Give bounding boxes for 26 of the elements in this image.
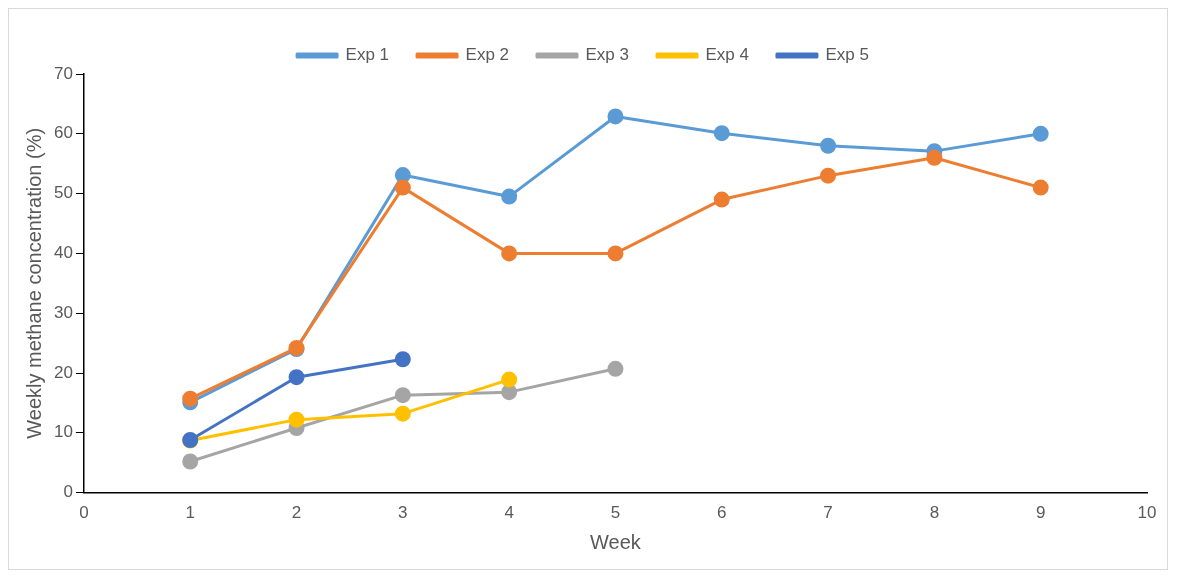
legend-label: Exp 4 <box>705 45 749 65</box>
y-tick-label: 0 <box>63 482 73 502</box>
y-tick-label: 40 <box>53 243 73 263</box>
x-tick-label: 3 <box>398 503 408 523</box>
y-tick-label: 30 <box>53 302 73 322</box>
x-tick-label: 4 <box>504 503 514 523</box>
legend-label: Exp 3 <box>585 45 629 65</box>
x-tick-label: 8 <box>929 503 940 523</box>
x-tick-label: 1 <box>185 503 195 523</box>
y-tick-label: 70 <box>53 63 73 83</box>
x-tick-label: 9 <box>1035 503 1046 523</box>
x-axis-title: Week <box>590 530 642 553</box>
legend-label: Exp 1 <box>345 45 390 65</box>
y-axis-title: Weekly methane concentration (%) <box>22 127 45 439</box>
y-tick-label: 60 <box>53 123 73 143</box>
x-tick-label: 10 <box>1137 503 1157 523</box>
x-tick-label: 7 <box>823 503 833 523</box>
x-tick-label: 6 <box>717 503 727 523</box>
y-tick-label: 50 <box>53 183 73 203</box>
x-tick-label: 0 <box>79 503 89 523</box>
legend-label: Exp 5 <box>825 45 869 65</box>
x-tick-label: 5 <box>610 503 621 523</box>
legend-label: Exp 2 <box>465 45 510 65</box>
x-tick-label: 2 <box>291 503 302 523</box>
y-tick-label: 10 <box>53 422 73 442</box>
y-tick-label: 20 <box>53 362 73 382</box>
